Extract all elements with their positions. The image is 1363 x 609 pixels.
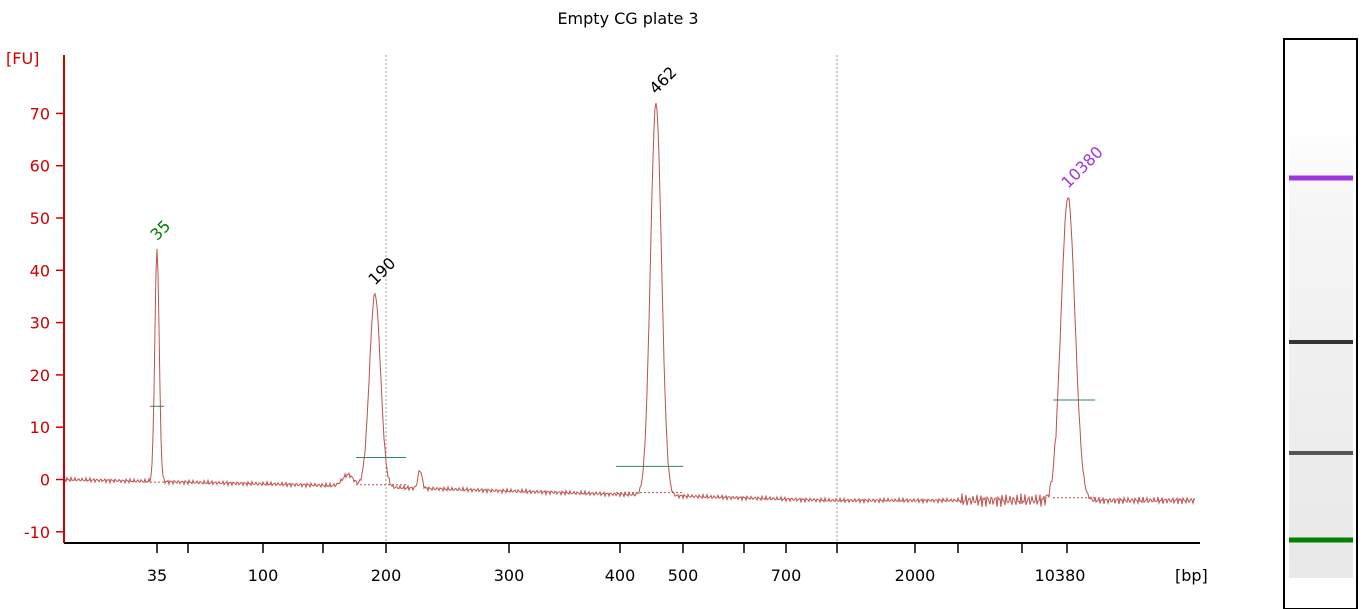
y-tick-label: 60 [30, 157, 50, 176]
y-tick-label: 0 [40, 471, 50, 490]
x-tick-label: 35 [147, 566, 167, 585]
y-tick-label: 40 [30, 261, 50, 280]
x-tick-label: 200 [371, 566, 402, 585]
gel-band-190 [1289, 451, 1353, 455]
gel-bands [1289, 175, 1353, 543]
axes: -10 0 10 20 30 40 50 60 70 35 100 200 300 400 500 700 2… [6, 49, 1208, 585]
x-tick-label: 400 [605, 566, 636, 585]
y-ticks: -10 0 10 20 30 40 50 60 70 [24, 104, 64, 542]
peak-label: 462 [645, 63, 680, 98]
x-axis-unit: [bp] [1175, 566, 1208, 585]
peak-markers [150, 399, 1095, 499]
y-tick-label: -10 [24, 523, 50, 542]
x-tick-label: 700 [771, 566, 802, 585]
electropherogram-trace [63, 103, 1196, 508]
y-tick-label: 50 [30, 209, 50, 228]
y-tick-label: 10 [30, 418, 50, 437]
peak-label: 190 [364, 254, 399, 289]
gel-band-10380 [1289, 175, 1353, 181]
gel-band-35 [1289, 537, 1353, 543]
gel-lane [1283, 38, 1358, 609]
peak-labels: 35 190 462 10380 [146, 63, 1106, 289]
x-ticks: 35 100 200 300 400 500 700 2000 10380 [147, 543, 1086, 585]
peak-label: 35 [146, 216, 174, 244]
y-tick-label: 20 [30, 366, 50, 385]
x-tick-label: 500 [668, 566, 699, 585]
chart-title: Empty CG plate 3 [557, 9, 698, 28]
peak-label: 10380 [1057, 142, 1106, 191]
x-tick-label: 10380 [1035, 566, 1086, 585]
y-tick-label: 70 [30, 104, 50, 123]
y-axis-unit: [FU] [6, 49, 39, 68]
x-tick-label: 2000 [895, 566, 936, 585]
x-tick-label: 300 [494, 566, 525, 585]
x-tick-label: 100 [248, 566, 279, 585]
gel-lane-background [1289, 130, 1353, 578]
y-tick-label: 30 [30, 314, 50, 333]
plot-area [63, 55, 1196, 543]
gel-band-462 [1289, 340, 1353, 344]
